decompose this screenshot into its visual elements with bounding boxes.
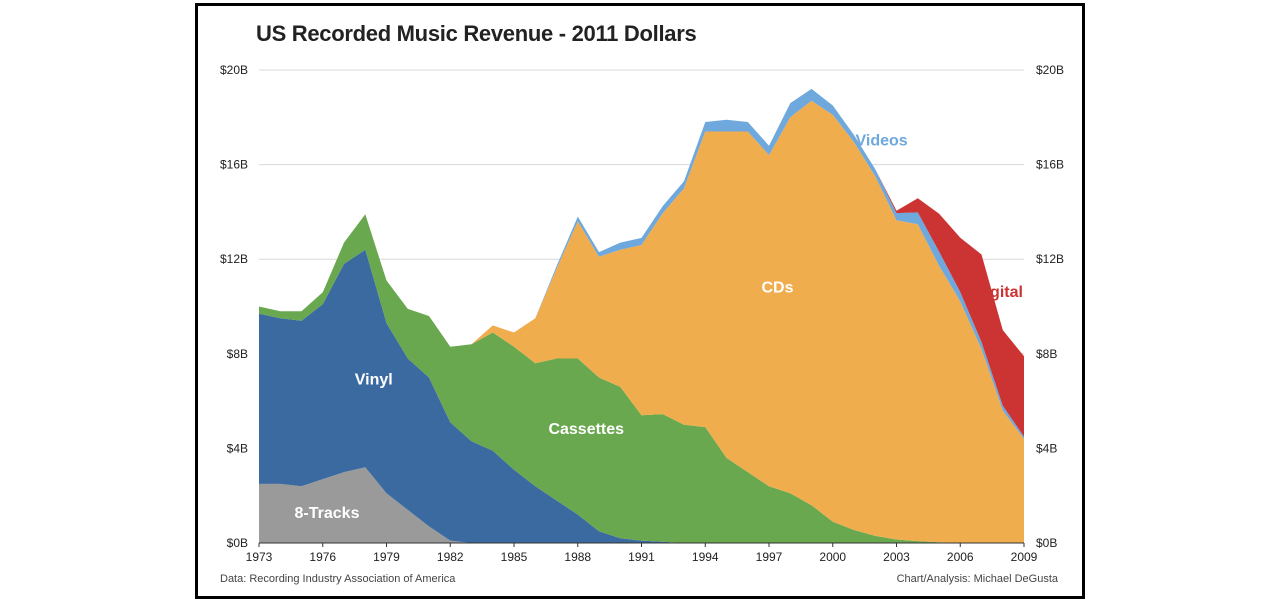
area-vinyl bbox=[259, 249, 1024, 543]
chart-plot: 8-Tracks Vinyl Cassettes CDs Videos Digital $0… bbox=[220, 63, 1064, 564]
y-tick-right: $20B bbox=[1036, 63, 1064, 77]
y-tick-right: $0B bbox=[1036, 536, 1057, 550]
x-tick-label: 1988 bbox=[564, 550, 591, 564]
y-tick-left: $4B bbox=[227, 441, 248, 455]
y-tick-left: $16B bbox=[220, 158, 248, 172]
x-tick-label: 2009 bbox=[1011, 550, 1038, 564]
x-tick-label: 2006 bbox=[947, 550, 974, 564]
y-tick-left: $20B bbox=[220, 63, 248, 77]
y-tick-left: $0B bbox=[227, 536, 248, 550]
series-label-digital: Digital bbox=[974, 284, 1023, 301]
series-label-cassettes: Cassettes bbox=[548, 421, 624, 438]
y-tick-right: $4B bbox=[1036, 441, 1057, 455]
y-tick-left: $8B bbox=[227, 347, 248, 361]
series-label-vinyl: Vinyl bbox=[355, 372, 393, 389]
y-tick-right: $8B bbox=[1036, 347, 1057, 361]
y-tick-right: $12B bbox=[1036, 252, 1064, 266]
chart-frame: US Recorded Music Revenue - 2011 Dollars… bbox=[195, 3, 1085, 599]
y-tick-left: $12B bbox=[220, 252, 248, 266]
x-tick-label: 1973 bbox=[246, 550, 273, 564]
area-cds bbox=[259, 100, 1024, 543]
x-tick-label: 1994 bbox=[692, 550, 719, 564]
y-tick-right: $16B bbox=[1036, 158, 1064, 172]
x-tick-label: 1985 bbox=[501, 550, 528, 564]
x-tick-label: 1982 bbox=[437, 550, 464, 564]
x-tick-label: 1991 bbox=[628, 550, 655, 564]
x-tick-label: 2003 bbox=[883, 550, 910, 564]
area-8-tracks bbox=[259, 467, 1024, 543]
x-tick-label: 2000 bbox=[819, 550, 846, 564]
series-label-cds: CDs bbox=[761, 279, 793, 296]
series-label-videos: Videos bbox=[856, 133, 908, 150]
analysis-credit: Chart/Analysis: Michael DeGusta bbox=[896, 573, 1058, 585]
x-tick-label: 1976 bbox=[309, 550, 336, 564]
x-tick-label: 1979 bbox=[373, 550, 400, 564]
chart-title: US Recorded Music Revenue - 2011 Dollars bbox=[256, 21, 697, 46]
x-tick-label: 1997 bbox=[756, 550, 783, 564]
series-label-8-tracks: 8-Tracks bbox=[295, 505, 360, 522]
area-cassettes bbox=[259, 214, 1024, 544]
data-source-note: Data: Recording Industry Association of … bbox=[220, 573, 456, 585]
